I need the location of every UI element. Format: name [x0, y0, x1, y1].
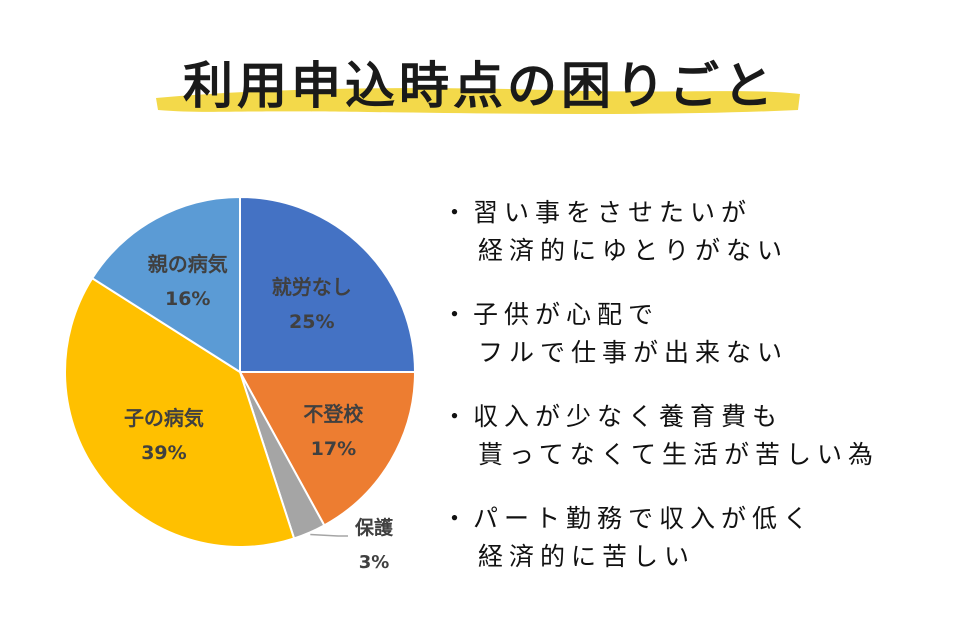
note-line: 子供が心配で — [448, 296, 948, 334]
slice-label: 就労なし — [272, 275, 352, 299]
slice-label: 保護 — [354, 516, 394, 539]
note-line: フルで仕事が出来ない — [478, 338, 789, 367]
note-line: 経済的にゆとりがない — [478, 236, 789, 265]
note-line: 貰ってなくて生活が苦しい為 — [478, 440, 880, 469]
pie-slice — [239, 195, 417, 373]
note-item: 収入が少なく養育費も 貰ってなくて生活が苦しい為 — [448, 398, 948, 474]
note-item: 子供が心配で フルで仕事が出来ない — [448, 296, 948, 372]
note-line: パート勤務で収入が低く — [448, 500, 948, 538]
slice-percent: 3% — [359, 552, 390, 573]
notes-list: 習い事をさせたいが 経済的にゆとりがない 子供が心配で フルで仕事が出来ない 収… — [448, 194, 948, 602]
pie-slice — [238, 371, 417, 527]
leader-line — [310, 533, 348, 537]
note-line: 収入が少なく養育費も — [448, 398, 948, 436]
pie-chart: 就労なし 25% 不登校 17% 保護 3% 子の病気 39% 親の病気 16% — [64, 195, 417, 573]
slice-label: 不登校 — [303, 402, 364, 426]
slice-percent: 39% — [141, 442, 186, 464]
note-item: パート勤務で収入が低く 経済的に苦しい — [448, 500, 948, 576]
pie-slice — [64, 276, 296, 548]
note-line: 経済的に苦しい — [478, 542, 696, 571]
slice-percent: 16% — [165, 288, 210, 310]
note-item: 習い事をさせたいが 経済的にゆとりがない — [448, 194, 948, 270]
title-highlight — [156, 88, 800, 114]
slice-label: 親の病気 — [148, 252, 228, 276]
title-block: 利用申込時点の困りごと — [0, 38, 960, 128]
page-title: 利用申込時点の困りごと — [183, 57, 777, 115]
slice-label: 子の病気 — [124, 406, 204, 430]
slice-percent: 17% — [311, 438, 356, 460]
slice-percent: 25% — [289, 311, 334, 333]
pie-slice — [90, 195, 241, 374]
note-line: 習い事をさせたいが — [448, 194, 948, 232]
